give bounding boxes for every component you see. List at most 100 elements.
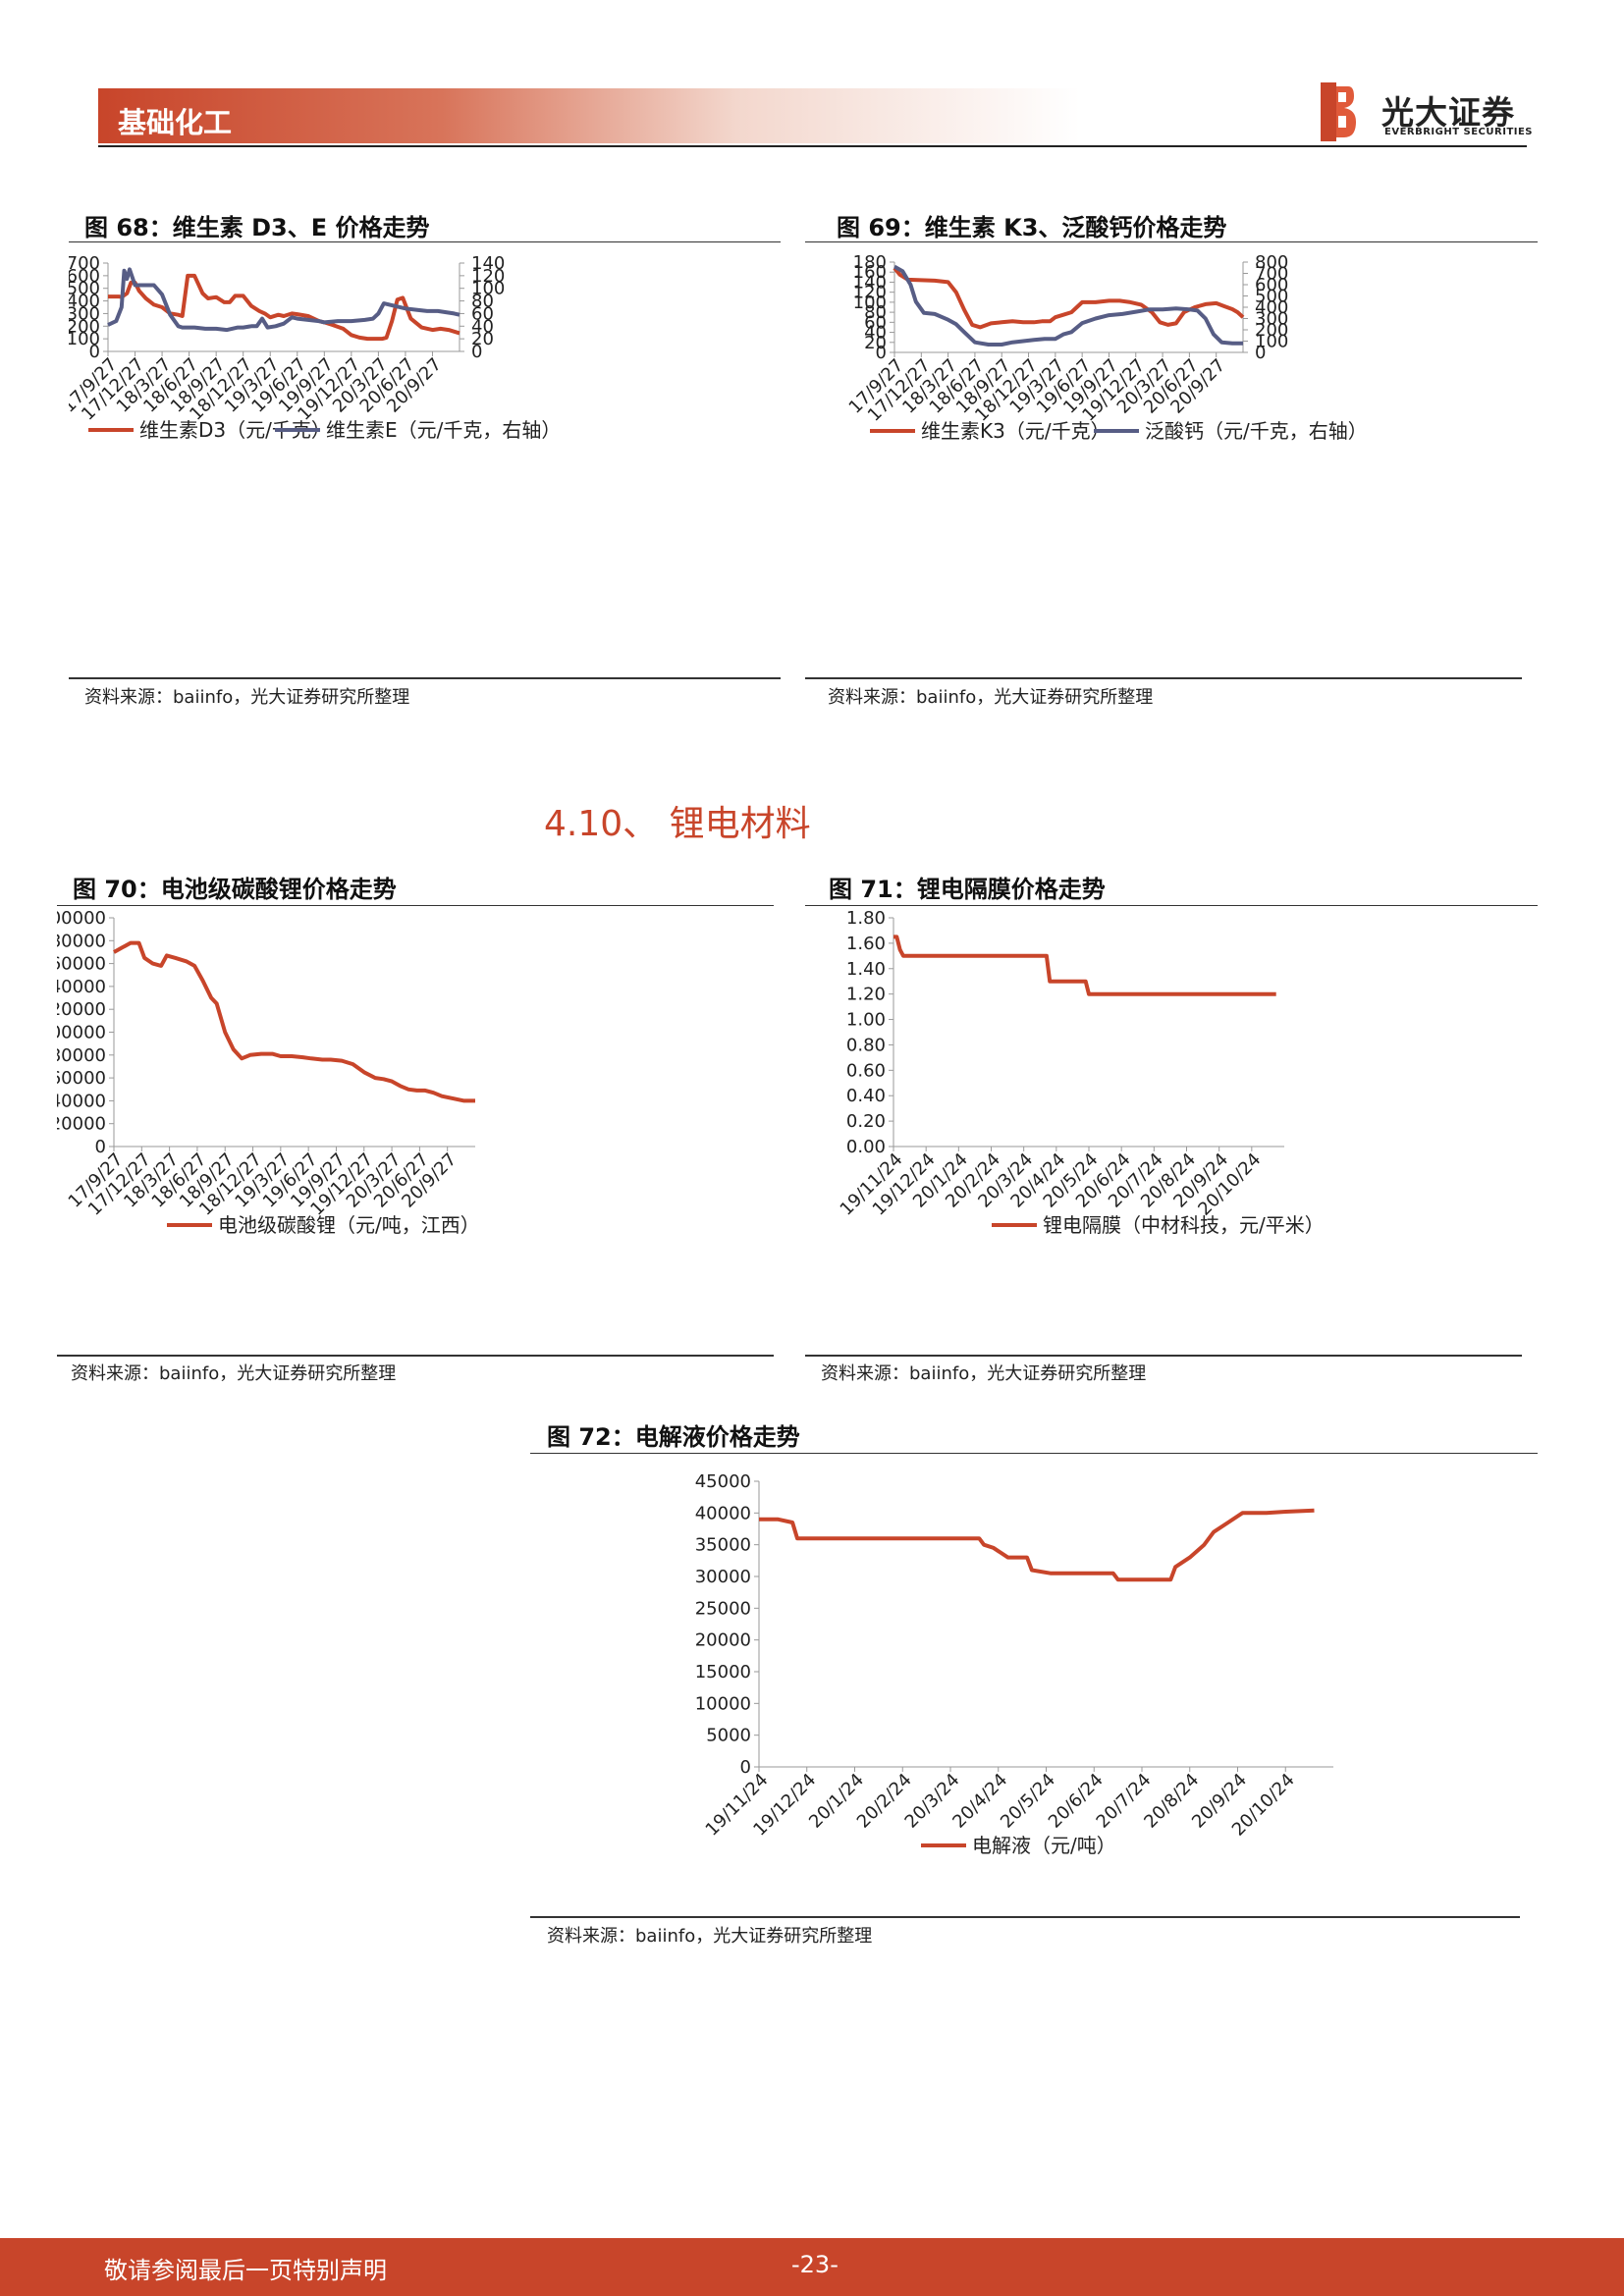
fig72-top-rule (530, 1453, 1538, 1454)
fig68-series-line-0 (108, 273, 460, 342)
fig72-ytick-label: 20000 (695, 1630, 751, 1651)
fig69-ytick-label: 140 (853, 272, 887, 293)
fig71-bottom-rule (805, 1355, 1522, 1357)
fig70-ytick-label: 40000 (57, 1091, 106, 1111)
fig69-ytick-label: 40 (864, 323, 887, 344)
fig72-bottom-rule (530, 1916, 1520, 1918)
fig69-y2tick-label: 400 (1255, 297, 1288, 318)
fig68-y2tick-label: 40 (471, 316, 494, 337)
fig68-y2tick-label: 120 (471, 266, 505, 287)
fig69-top-rule (805, 241, 1538, 242)
everbright-logo-icon (1321, 82, 1356, 141)
fig70-ytick-label: 80000 (57, 1045, 106, 1066)
fig68-y2tick-label: 60 (471, 303, 494, 324)
fig68-ytick-label: 100 (69, 329, 100, 349)
fig69-ytick-label: 160 (853, 262, 887, 283)
fig69-bottom-rule (805, 677, 1522, 679)
fig72-ytick-label: 10000 (695, 1693, 751, 1714)
fig70-title: 图 70：电池级碳酸锂价格走势 (73, 876, 397, 903)
fig72-ytick-label: 40000 (695, 1503, 751, 1523)
fig71-legend-label: 锂电隔膜（中材科技，元/平米） (1043, 1213, 1325, 1237)
fig71-ytick-label: 1.60 (846, 934, 886, 954)
fig71-chart: 0.00 0.20 0.40 0.60 0.80 1.00 1.20 1.40 1.60 1.80… (837, 908, 1325, 1237)
fig68-chart: 0100200300400500600700020406080100120140… (69, 253, 561, 442)
fig70-source: 资料来源：baiinfo，光大证券研究所整理 (71, 1363, 397, 1384)
footer-page-number: -23- (791, 2251, 839, 2278)
fig68-y2tick-label: 100 (471, 279, 505, 299)
fig70-ytick-label: 200000 (57, 908, 106, 929)
fig69-ytick-label: 0 (876, 343, 887, 363)
fig71-title: 图 71：锂电隔膜价格走势 (829, 876, 1106, 903)
fig72-ytick-label: 5000 (706, 1726, 751, 1746)
fig72-source: 资料来源：baiinfo，光大证券研究所整理 (547, 1926, 873, 1947)
fig72-legend-label: 电解液（元/吨） (972, 1834, 1116, 1857)
fig71-ytick-label: 0.60 (846, 1060, 886, 1081)
fig68-y2tick-label: 20 (471, 329, 494, 349)
fig69-y2tick-label: 0 (1255, 343, 1266, 363)
fig69-y2tick-label: 800 (1255, 252, 1288, 273)
fig69-ytick-label: 180 (853, 252, 887, 273)
fig69-ytick-label: 80 (864, 302, 887, 323)
fig69-ytick-label: 120 (853, 283, 887, 303)
fig71-source: 资料来源：baiinfo，光大证券研究所整理 (821, 1363, 1147, 1384)
fig68-series-line-1 (107, 267, 460, 333)
fig72-ytick-label: 45000 (695, 1471, 751, 1492)
fig69-y2tick-label: 100 (1255, 332, 1288, 352)
fig68-legend-label: 维生素E（元/千克，右轴） (326, 418, 561, 442)
fig70-ytick-label: 160000 (57, 954, 106, 975)
fig72-ytick-label: 25000 (695, 1598, 751, 1619)
fig69-y2tick-label: 200 (1255, 320, 1288, 341)
fig70-legend-label: 电池级碳酸锂（元/吨，江西） (218, 1213, 480, 1237)
fig68-title: 图 68：维生素 D3、E 价格走势 (84, 214, 430, 241)
fig68-source: 资料来源：baiinfo，光大证券研究所整理 (84, 687, 410, 708)
logo-text: 光大证券 (1381, 93, 1515, 132)
header-rule (98, 145, 1527, 147)
fig68-y2tick-label: 80 (471, 292, 494, 312)
fig68-y2tick-label: 140 (471, 253, 505, 274)
fig69-ytick-label: 20 (864, 333, 887, 353)
fig72-ytick-label: 15000 (695, 1662, 751, 1682)
fig72-title: 图 72：电解液价格走势 (547, 1423, 800, 1451)
fig68-ytick-label: 500 (69, 279, 100, 299)
fig71-ytick-label: 1.20 (846, 985, 886, 1005)
fig70-bottom-rule (57, 1355, 774, 1357)
fig70-ytick-label: 120000 (57, 999, 106, 1020)
fig69-title: 图 69：维生素 K3、泛酸钙价格走势 (837, 214, 1227, 241)
fig70-top-rule (57, 905, 774, 906)
fig68-y2tick-label: 0 (471, 342, 482, 362)
fig72-ytick-label: 35000 (695, 1535, 751, 1556)
fig70-ytick-label: 100000 (57, 1023, 106, 1043)
fig68-bottom-rule (69, 677, 781, 679)
fig69-ytick-label: 100 (853, 293, 887, 313)
fig69-chart: 0204060801001201401601800100200300400500… (845, 252, 1368, 443)
fig68-top-rule (69, 241, 781, 242)
fig68-ytick-label: 200 (69, 316, 100, 337)
fig72-series-line-0 (759, 1508, 1315, 1582)
fig70-ytick-label: 60000 (57, 1068, 106, 1089)
fig70-ytick-label: 140000 (57, 977, 106, 997)
fig71-ytick-label: 1.40 (846, 959, 886, 980)
fig68-ytick-label: 0 (89, 342, 100, 362)
fig72-chart: 0 5000 10000 15000 20000 25000 30000 35000 40000… (695, 1471, 1333, 1857)
section-heading: 4.10、 锂电材料 (544, 804, 811, 844)
fig71-ytick-label: 0.80 (846, 1035, 886, 1055)
fig69-y2tick-label: 300 (1255, 309, 1288, 330)
footer-band (0, 2238, 1624, 2296)
fig68-ytick-label: 600 (69, 266, 100, 287)
fig69-series-line-1 (893, 264, 1243, 347)
fig70-ytick-label: 180000 (57, 931, 106, 951)
fig69-ytick-label: 60 (864, 312, 887, 333)
header-section-title: 基础化工 (118, 106, 233, 139)
fig71-top-rule (805, 905, 1538, 906)
fig69-legend-label: 泛酸钙（元/千克，右轴） (1145, 419, 1368, 443)
fig69-y2tick-label: 700 (1255, 264, 1288, 285)
fig69-y2tick-label: 600 (1255, 275, 1288, 295)
fig68-ytick-label: 400 (69, 292, 100, 312)
fig71-ytick-label: 1.80 (846, 908, 886, 929)
fig71-ytick-label: 0.40 (846, 1086, 886, 1106)
fig71-ytick-label: 1.00 (846, 1010, 886, 1031)
fig72-ytick-label: 0 (740, 1757, 751, 1778)
fig71-ytick-label: 0.00 (846, 1137, 886, 1157)
fig69-legend-label: 维生素K3（元/千克） (921, 419, 1110, 443)
fig68-ytick-label: 300 (69, 303, 100, 324)
